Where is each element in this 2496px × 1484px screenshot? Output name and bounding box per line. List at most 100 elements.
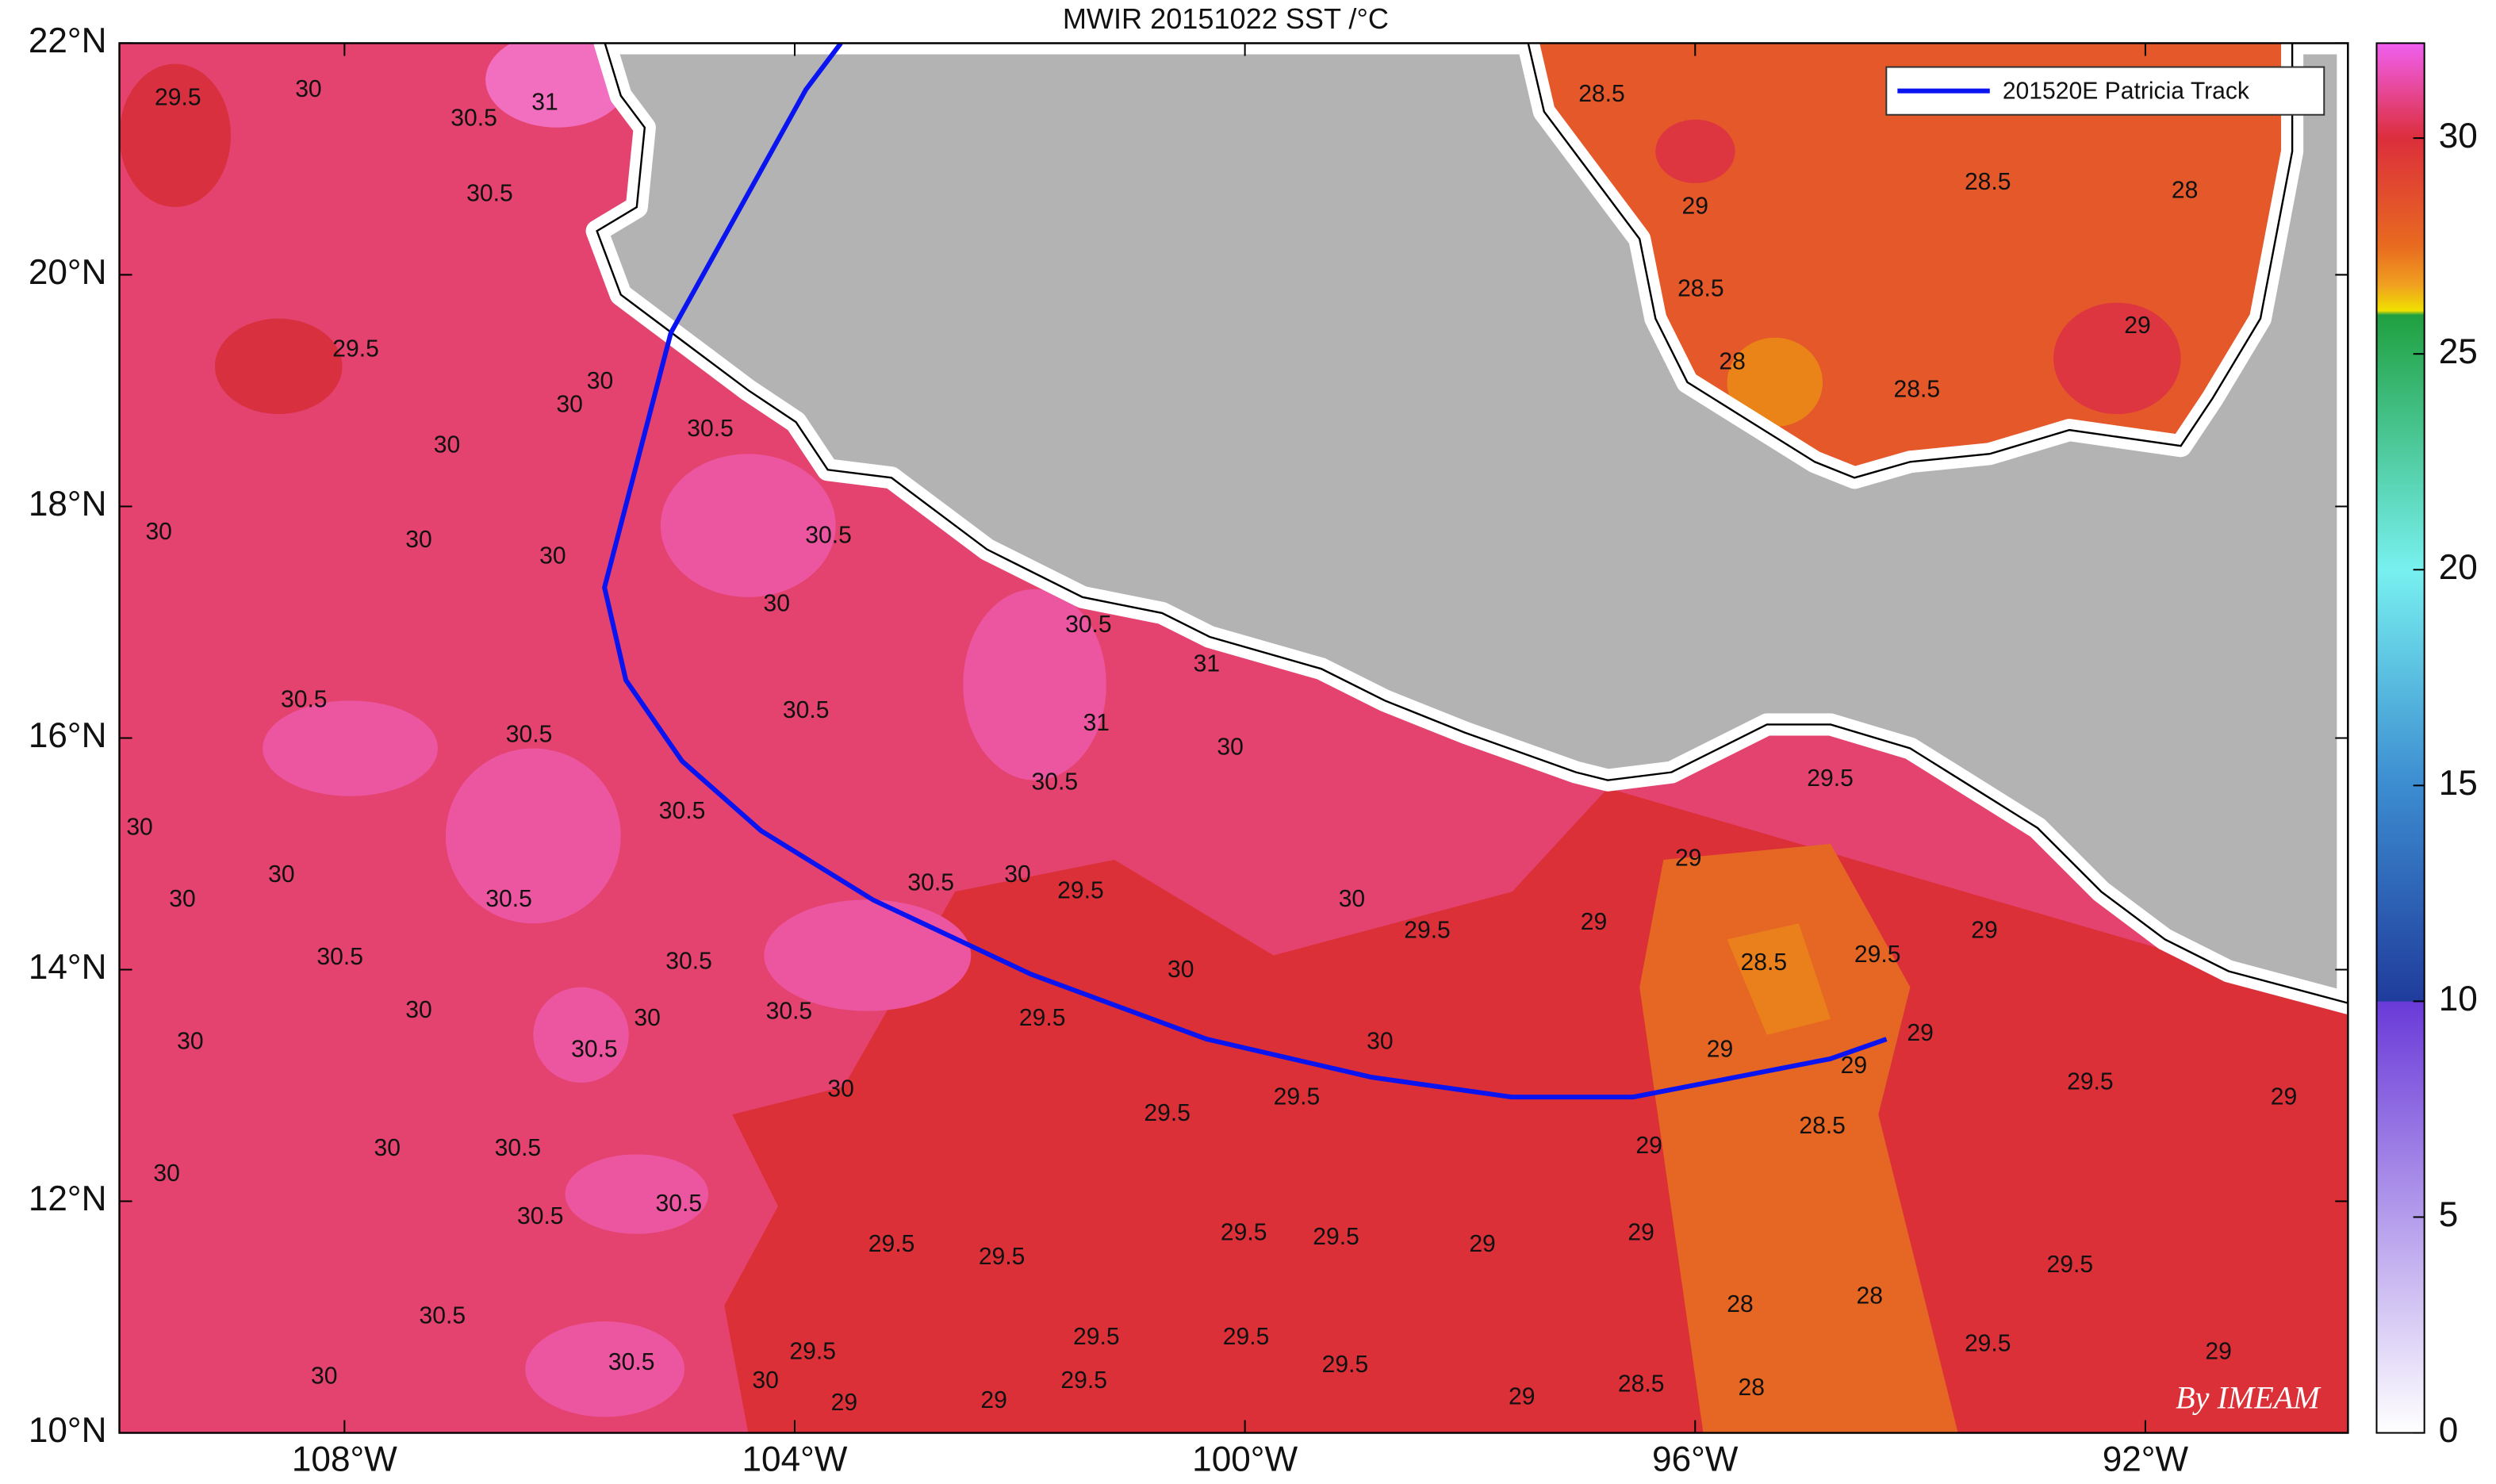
x-tick-label: 100°W bbox=[1192, 1440, 1298, 1478]
contour-label: 28.5 bbox=[1677, 275, 1724, 301]
sst-field: 29.5 30 30.5 31 30.5 29.5 30 30 30 30.5 30 30 30 30.5… bbox=[119, 43, 2348, 1433]
contour-label: 29 bbox=[1841, 1053, 1867, 1079]
contour-label: 30.5 bbox=[451, 105, 497, 132]
y-tick-label: 14°N bbox=[29, 948, 107, 987]
contour-label: 30 bbox=[177, 1028, 203, 1054]
contour-label: 29.5 bbox=[1057, 878, 1104, 904]
contour-label: 29 bbox=[831, 1390, 857, 1416]
contour-label: 29 bbox=[2271, 1084, 2297, 1110]
colorbar-tick-label: 0 bbox=[2439, 1411, 2459, 1450]
contour-label: 29 bbox=[1971, 917, 1997, 943]
contour-label: 29.5 bbox=[979, 1244, 1026, 1270]
contour-label: 30 bbox=[434, 431, 460, 458]
contour-label: 29.5 bbox=[1404, 917, 1451, 943]
contour-label: 29.5 bbox=[2067, 1069, 2114, 1095]
sea-orange-patch bbox=[1639, 843, 1958, 1433]
contour-label: 30.5 bbox=[466, 181, 513, 207]
contour-label: 29 bbox=[1628, 1219, 1654, 1245]
contour-label: 29.5 bbox=[868, 1231, 915, 1257]
contour-label: 30 bbox=[1367, 1028, 1393, 1054]
contour-label: 30 bbox=[1217, 734, 1243, 761]
contour-label: 28.5 bbox=[1578, 81, 1625, 107]
contour-label: 30.5 bbox=[316, 944, 363, 970]
sea-hot-patch bbox=[963, 589, 1106, 780]
sea-red-patch bbox=[119, 63, 232, 208]
contour-label: 30.5 bbox=[608, 1349, 655, 1375]
contour-label: 29.5 bbox=[1060, 1367, 1107, 1394]
contour-label: 28 bbox=[1856, 1283, 1882, 1310]
watermark: By IMEAM bbox=[2176, 1380, 2322, 1416]
contour-label: 30 bbox=[374, 1135, 401, 1161]
contour-label: 30 bbox=[268, 861, 294, 888]
contour-label: 28 bbox=[1727, 1291, 1753, 1317]
contour-label: 30.5 bbox=[805, 522, 852, 548]
legend: 201520E Patricia Track bbox=[1885, 66, 2325, 116]
y-tick-label: 12°N bbox=[29, 1179, 107, 1218]
contour-label: 29 bbox=[1635, 1133, 1662, 1159]
sea-hot-patch bbox=[485, 43, 629, 128]
contour-label: 29.5 bbox=[1965, 1331, 2011, 1357]
contour-label: 30.5 bbox=[766, 998, 813, 1024]
contour-label: 28 bbox=[1738, 1375, 1764, 1401]
contour-label: 29.5 bbox=[155, 84, 201, 110]
colorbar-tick-label: 20 bbox=[2439, 548, 2478, 587]
contour-label: 29.5 bbox=[1019, 1005, 1066, 1031]
contour-label: 29 bbox=[1509, 1384, 1535, 1410]
contour-label: 29.5 bbox=[1144, 1100, 1190, 1126]
sea-red-patch bbox=[214, 318, 343, 415]
coastline bbox=[596, 43, 2348, 1004]
contour-label: 31 bbox=[1083, 710, 1110, 736]
sea-red-patch bbox=[2053, 302, 2181, 415]
contour-label: 30.5 bbox=[687, 416, 734, 442]
colorbar-tick-label: 25 bbox=[2439, 332, 2478, 371]
y-tick-label: 22°N bbox=[29, 21, 107, 60]
sea-hot-patch bbox=[263, 700, 438, 796]
contour-label: 29.5 bbox=[1313, 1224, 1359, 1250]
sea-warm-red bbox=[732, 1050, 1114, 1306]
contour-label: 28.5 bbox=[1618, 1371, 1665, 1398]
x-tick-label: 108°W bbox=[292, 1440, 397, 1478]
contour-label: 31 bbox=[531, 89, 558, 115]
sea-hot-patch bbox=[764, 899, 972, 1011]
contour-label: 29 bbox=[2205, 1339, 2231, 1365]
contour-label: 29.5 bbox=[1223, 1324, 1270, 1350]
contour-label: 30.5 bbox=[656, 1191, 703, 1217]
contour-label: 30 bbox=[145, 519, 171, 545]
sea-hot-patch bbox=[445, 748, 621, 924]
contour-label: 29 bbox=[980, 1387, 1006, 1413]
contour-label: 29.5 bbox=[2047, 1252, 2094, 1278]
contour-label: 29 bbox=[1707, 1037, 1733, 1063]
contour-label: 30 bbox=[1004, 861, 1030, 888]
y-tick-label: 10°N bbox=[29, 1411, 107, 1450]
contour-label: 30 bbox=[587, 368, 613, 394]
colorbar-tick-label: 15 bbox=[2439, 764, 2478, 803]
contour-label: 30.5 bbox=[1065, 612, 1112, 638]
contour-label: 30.5 bbox=[420, 1302, 466, 1329]
sea-hot-patch bbox=[660, 454, 836, 597]
x-tick-label: 104°W bbox=[742, 1440, 848, 1478]
contour-label: 29.5 bbox=[1221, 1219, 1267, 1245]
contour-label: 29 bbox=[1469, 1231, 1495, 1257]
contour-label: 30 bbox=[311, 1363, 337, 1389]
x-tick-label: 92°W bbox=[2103, 1440, 2189, 1478]
y-tick-label: 18°N bbox=[29, 485, 107, 523]
colorbar-tick-label: 10 bbox=[2439, 980, 2478, 1018]
contour-label: 29.5 bbox=[789, 1339, 836, 1365]
contour-label: 30 bbox=[295, 76, 321, 102]
contour-label: 28 bbox=[1719, 348, 1745, 374]
contour-label: 30 bbox=[169, 886, 195, 912]
sea-hot-patch bbox=[525, 1321, 685, 1417]
colorbar bbox=[2375, 42, 2425, 1434]
contour-label: 29.5 bbox=[1854, 941, 1901, 968]
contour-label: 29.5 bbox=[332, 336, 379, 362]
contour-label: 28.5 bbox=[1741, 949, 1788, 976]
contour-label: 29 bbox=[1907, 1020, 1933, 1046]
contour-label: 30 bbox=[153, 1160, 179, 1187]
contour-label: 30.5 bbox=[485, 886, 532, 912]
contour-label: 30 bbox=[827, 1076, 853, 1102]
contour-labels: 29.5 30 30.5 31 30.5 29.5 30 30 30 30.5 30 30 30 30.5… bbox=[126, 76, 2297, 1416]
contour-label: 30.5 bbox=[665, 949, 712, 975]
sea-warm-red bbox=[724, 788, 2348, 1433]
y-tick-label: 20°N bbox=[29, 253, 107, 292]
contour-label: 29 bbox=[1682, 194, 1708, 220]
